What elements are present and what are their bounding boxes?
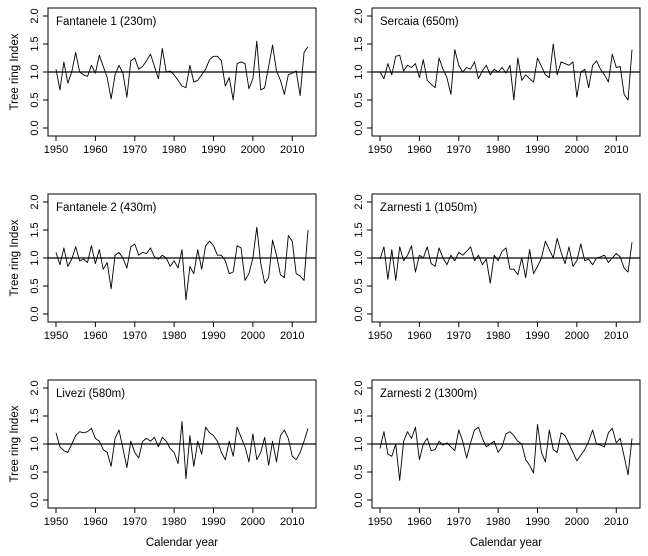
chart-panel-4: 1950 1960 1970 1980 1990 2000 2010 0.0 0.5 1.0 1.5…	[353, 193, 641, 342]
x-tick-label: 1990	[201, 516, 225, 528]
x-tick-label: 1990	[525, 516, 549, 528]
y-tick-label: 1.5	[29, 408, 41, 423]
chart-panel-2: 1950 1960 1970 1980 1990 2000 2010 0.0 0.5 1.0 1.5…	[353, 7, 641, 156]
x-tick-label: 2010	[604, 516, 628, 528]
x-tick-label: 1990	[525, 330, 549, 342]
chart-panel-3: 1950 1960 1970 1980 1990 2000 2010 0.0 0.5 1.0 1.5…	[9, 193, 317, 342]
x-tick-label: 1980	[162, 516, 186, 528]
x-tick-label: 1950	[368, 516, 392, 528]
x-tick-label: 1980	[486, 144, 510, 156]
y-tick-label: 0.0	[353, 120, 365, 135]
y-tick-label: 1.5	[353, 36, 365, 51]
y-tick-label: 1.0	[29, 64, 41, 79]
x-tick-label: 2000	[565, 144, 589, 156]
x-tick-label: 1980	[162, 330, 186, 342]
x-tick-label: 1980	[486, 330, 510, 342]
y-tick-label: 1.0	[29, 436, 41, 451]
panel-title: Zarnesti 2 (1300m)	[380, 388, 477, 400]
x-tick-label: 1970	[447, 516, 471, 528]
x-tick-label: 1960	[407, 144, 431, 156]
y-tick-label: 2.0	[353, 194, 365, 209]
series-line	[379, 43, 633, 101]
panel-title: Zarnesti 1 (1050m)	[380, 202, 477, 214]
x-tick-label: 1960	[83, 144, 107, 156]
x-tick-label: 1950	[368, 330, 392, 342]
x-tick-label: 1990	[201, 144, 225, 156]
y-tick-label: 0.0	[353, 492, 365, 507]
y-tick-label: 1.0	[29, 250, 41, 265]
x-tick-label: 1970	[447, 144, 471, 156]
y-tick-label: 0.0	[29, 306, 41, 321]
x-tick-label: 1980	[486, 516, 510, 528]
y-tick-label: 1.5	[353, 408, 365, 423]
x-tick-label: 2010	[604, 330, 628, 342]
y-axis-label: Tree ring Index	[9, 405, 21, 482]
y-tick-label: 0.5	[29, 92, 41, 107]
x-tick-label: 1970	[123, 144, 147, 156]
x-tick-label: 2010	[280, 516, 304, 528]
x-tick-label: 2000	[565, 330, 589, 342]
x-tick-label: 1950	[44, 144, 68, 156]
y-tick-label: 1.0	[353, 64, 365, 79]
y-tick-label: 1.5	[29, 222, 41, 237]
x-tick-label: 1980	[162, 144, 186, 156]
x-tick-label: 1950	[368, 144, 392, 156]
y-tick-label: 0.5	[353, 278, 365, 293]
y-tick-label: 2.0	[29, 194, 41, 209]
y-tick-label: 2.0	[353, 380, 365, 395]
y-axis-label: Tree ring Index	[9, 219, 21, 296]
series-line	[379, 423, 633, 481]
y-tick-label: 1.5	[29, 36, 41, 51]
y-tick-label: 0.0	[29, 120, 41, 135]
x-tick-label: 1970	[123, 516, 147, 528]
series-line	[55, 421, 309, 480]
y-axis-label: Tree ring Index	[9, 33, 21, 110]
y-tick-label: 0.5	[353, 464, 365, 479]
x-tick-label: 2000	[565, 516, 589, 528]
chart-panel-5: 1950 1960 1970 1980 1990 2000 2010 0.0 0.5 1.0 1.5…	[9, 379, 317, 549]
panel-title: Livezi (580m)	[56, 388, 125, 400]
x-axis-label: Calendar year	[470, 537, 542, 549]
x-tick-label: 2010	[604, 144, 628, 156]
x-tick-label: 1950	[44, 330, 68, 342]
chart-panel-6: 1950 1960 1970 1980 1990 2000 2010 0.0 0.5 1.0 1.5…	[353, 379, 641, 549]
x-tick-label: 2010	[280, 144, 304, 156]
y-tick-label: 1.5	[353, 222, 365, 237]
chart-panel-1: 1950 1960 1970 1980 1990 2000 2010 0.0 0.5 1.0 1.5…	[9, 7, 317, 156]
panel-title: Fantanele 1 (230m)	[56, 16, 157, 28]
x-tick-label: 1950	[44, 516, 68, 528]
x-tick-label: 2000	[241, 144, 265, 156]
x-tick-label: 2000	[241, 516, 265, 528]
y-tick-label: 0.5	[29, 278, 41, 293]
x-tick-label: 1990	[201, 330, 225, 342]
y-tick-label: 2.0	[353, 8, 365, 23]
y-tick-label: 1.0	[353, 250, 365, 265]
x-tick-label: 1960	[407, 516, 431, 528]
y-tick-label: 2.0	[29, 8, 41, 23]
x-tick-label: 1970	[123, 330, 147, 342]
y-tick-label: 1.0	[353, 436, 365, 451]
x-tick-label: 1960	[407, 330, 431, 342]
series-line	[55, 40, 309, 101]
x-tick-label: 1960	[83, 330, 107, 342]
x-axis-label: Calendar year	[146, 537, 218, 549]
panel-title: Fantanele 2 (430m)	[56, 202, 157, 214]
y-tick-label: 0.0	[353, 306, 365, 321]
y-tick-label: 0.0	[29, 492, 41, 507]
x-tick-label: 2000	[241, 330, 265, 342]
y-tick-label: 0.5	[353, 92, 365, 107]
panel-title: Sercaia (650m)	[380, 16, 459, 28]
series-line	[379, 237, 633, 284]
y-tick-label: 2.0	[29, 380, 41, 395]
y-tick-label: 0.5	[29, 464, 41, 479]
x-tick-label: 2010	[280, 330, 304, 342]
x-tick-label: 1960	[83, 516, 107, 528]
x-tick-label: 1970	[447, 330, 471, 342]
x-tick-label: 1990	[525, 144, 549, 156]
series-line	[55, 226, 309, 301]
